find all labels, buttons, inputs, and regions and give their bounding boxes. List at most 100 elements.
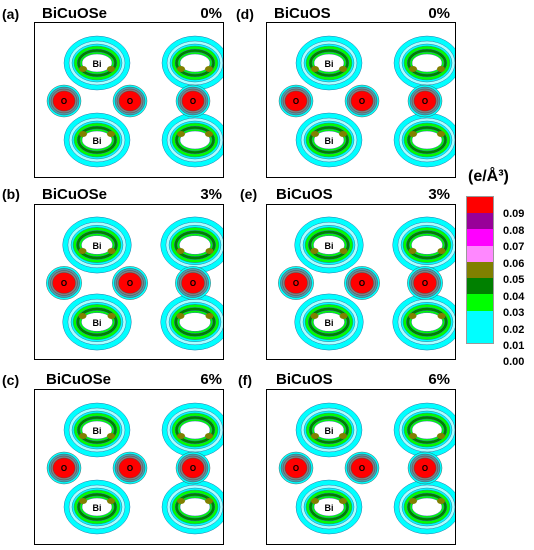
o-label: O [61, 464, 67, 473]
charge-density-map: Bi Bi O O O [278, 35, 455, 168]
contour-level [52, 90, 76, 112]
o-atom: O [46, 451, 82, 485]
bi-lobe [393, 479, 455, 535]
o-atom: O [46, 84, 82, 118]
contour-level [350, 90, 374, 112]
contour-level [177, 131, 185, 137]
contour-level [107, 248, 116, 254]
contour-level [179, 130, 211, 150]
panel-b-title: BiCuOSe [42, 186, 108, 203]
o-label: O [61, 97, 67, 106]
o-atom: O [278, 451, 314, 485]
bi-label: Bi [93, 426, 102, 436]
contour-level [313, 312, 345, 332]
contour-level [205, 248, 214, 254]
contour-level [177, 433, 185, 439]
charge-density-map: Bi Bi O O O [46, 35, 223, 168]
panel-f-strain: 6% [428, 371, 450, 388]
contour-level [176, 313, 185, 319]
contour-level [205, 66, 213, 72]
contour-level [284, 457, 308, 479]
colorbar-swatch-5 [467, 278, 493, 295]
bi-label: Bi [93, 503, 102, 513]
colorbar-tick-8: 0.01 [503, 340, 525, 352]
contour-level [107, 131, 115, 137]
colorbar-tick-7: 0.02 [503, 324, 525, 336]
charge-density-map: Bi Bi O O O [46, 216, 223, 351]
contour-level [79, 498, 87, 504]
bi-label: Bi [325, 426, 334, 436]
colorbar-swatch-4 [467, 261, 493, 279]
panel-d-strain: 0% [428, 5, 450, 22]
contour-level [411, 130, 443, 150]
bi-label: Bi [325, 241, 334, 251]
bi-lobe: Bi [63, 35, 131, 91]
contour-level [311, 498, 319, 504]
contour-level [339, 248, 348, 254]
contour-level [179, 420, 211, 440]
bi-lobe: Bi [294, 293, 364, 351]
o-atom: O [175, 266, 211, 300]
contour-level [79, 66, 87, 72]
contour-level [313, 235, 345, 255]
contour-level [181, 272, 205, 294]
o-label: O [359, 464, 365, 473]
colorbar-tick-1: 0.08 [503, 225, 525, 237]
o-label: O [422, 279, 428, 288]
contour-level [413, 90, 437, 112]
panel-c-plot: Bi Bi O O O [34, 389, 224, 545]
contour-level [52, 457, 76, 479]
bi-lobe [393, 402, 455, 458]
charge-density-map: Bi Bi O O O [278, 216, 455, 351]
contour-level [177, 66, 185, 72]
contour-level [313, 130, 345, 150]
o-atom: O [112, 451, 148, 485]
o-atom: O [407, 84, 443, 118]
o-label: O [190, 464, 196, 473]
contour-level [107, 498, 115, 504]
bi-lobe [160, 216, 223, 274]
o-label: O [422, 97, 428, 106]
panel-b-strain: 3% [200, 186, 222, 203]
panel-f-plot: Bi Bi O O O [266, 389, 456, 545]
contour-level [311, 66, 319, 72]
contour-level [437, 248, 446, 254]
contour-level [411, 53, 443, 73]
bi-lobe: Bi [63, 112, 131, 168]
contour-level [177, 498, 185, 504]
contour-level [408, 248, 417, 254]
o-atom: O [344, 84, 380, 118]
contour-level [205, 498, 213, 504]
colorbar-title: (e/Å³) [468, 168, 509, 185]
contour-level [179, 497, 211, 517]
contour-level [118, 90, 142, 112]
colorbar [466, 196, 494, 344]
contour-level [339, 498, 347, 504]
o-atom: O [344, 266, 380, 300]
o-label: O [127, 279, 133, 288]
panel-f-letter: (f) [238, 372, 252, 388]
contour-level [205, 313, 214, 319]
bi-label: Bi [93, 241, 102, 251]
bi-lobe [161, 402, 223, 458]
contour-level [437, 66, 445, 72]
panel-e-strain: 3% [428, 186, 450, 203]
bi-label: Bi [325, 503, 334, 513]
bi-label: Bi [93, 318, 102, 328]
contour-level [411, 420, 443, 440]
contour-level [313, 53, 345, 73]
contour-level [310, 248, 319, 254]
contour-level [81, 130, 113, 150]
bi-lobe: Bi [295, 112, 363, 168]
contour-level [284, 90, 308, 112]
contour-level [78, 313, 87, 319]
panel-f-title: BiCuOS [276, 371, 333, 388]
contour-level [179, 53, 211, 73]
panel-a-letter: (a) [2, 6, 20, 22]
panel-d-title: BiCuOS [274, 5, 331, 22]
o-atom: O [278, 84, 314, 118]
contour-level [81, 53, 113, 73]
o-label: O [127, 97, 133, 106]
bi-lobe [161, 479, 223, 535]
o-label: O [190, 279, 196, 288]
